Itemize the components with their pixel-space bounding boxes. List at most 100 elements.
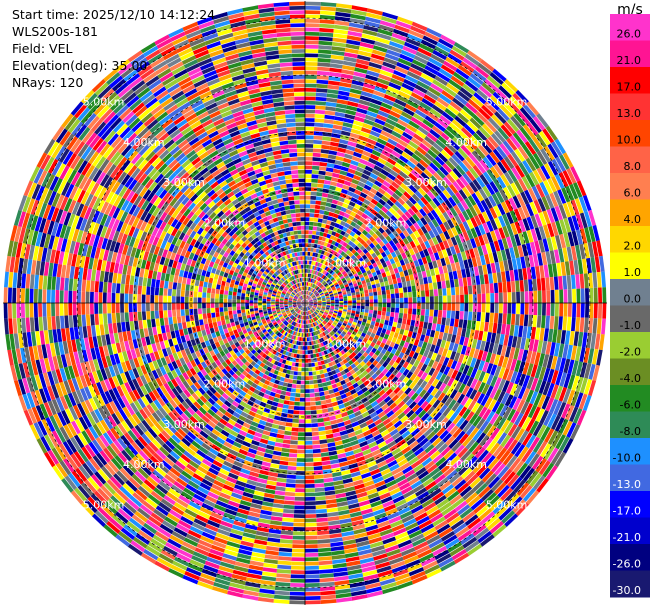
velocity-gate <box>337 311 342 315</box>
velocity-gate <box>402 361 410 369</box>
velocity-gate <box>305 299 307 303</box>
velocity-gate <box>440 132 452 143</box>
velocity-gate <box>317 306 322 309</box>
velocity-gate <box>381 286 386 291</box>
velocity-gate <box>329 225 335 231</box>
velocity-gate <box>315 509 327 514</box>
velocity-gate <box>498 313 503 324</box>
velocity-gate <box>592 241 599 258</box>
velocity-gate <box>385 235 392 243</box>
velocity-gate <box>291 384 297 389</box>
velocity-gate <box>530 326 537 340</box>
velocity-gate <box>432 197 441 207</box>
velocity-gate <box>309 292 312 296</box>
velocity-gate <box>462 57 478 70</box>
velocity-gate <box>309 303 313 305</box>
velocity-gate <box>483 171 493 184</box>
velocity-gate <box>352 217 359 224</box>
velocity-gate <box>372 313 377 319</box>
velocity-gate <box>310 278 313 283</box>
velocity-gate <box>374 250 381 256</box>
velocity-gate <box>503 292 508 303</box>
velocity-gate <box>322 288 327 292</box>
velocity-gate <box>402 245 409 253</box>
velocity-gate <box>407 313 412 320</box>
velocity-gate <box>497 203 506 216</box>
velocity-gate <box>320 259 325 264</box>
velocity-gate <box>316 281 320 286</box>
velocity-gate <box>271 459 280 465</box>
velocity-gate <box>537 290 542 303</box>
velocity-gate <box>521 388 530 401</box>
velocity-gate <box>305 301 309 303</box>
velocity-gate <box>353 273 359 278</box>
velocity-gate <box>334 16 351 22</box>
velocity-gate <box>463 285 469 295</box>
velocity-gate <box>409 224 417 233</box>
velocity-gate <box>326 279 331 283</box>
velocity-gate <box>343 309 347 312</box>
velocity-gate <box>350 211 357 218</box>
velocity-gate <box>399 297 404 303</box>
velocity-gate <box>475 404 484 416</box>
velocity-gate <box>507 335 514 347</box>
velocity-gate <box>330 459 339 465</box>
velocity-gate <box>381 315 386 320</box>
velocity-gate <box>340 220 346 227</box>
velocity-gate <box>315 496 326 501</box>
velocity-gate <box>576 409 587 426</box>
velocity-gate <box>408 291 413 298</box>
velocity-gate <box>290 366 295 371</box>
velocity-gate <box>577 331 584 347</box>
velocity-gate <box>486 75 501 89</box>
velocity-gate <box>307 297 311 300</box>
velocity-gate <box>429 296 434 303</box>
velocity-gate <box>462 241 469 251</box>
velocity-gate <box>517 206 526 220</box>
velocity-gate <box>309 213 315 218</box>
velocity-gate <box>472 179 482 191</box>
velocity-gate <box>528 314 533 327</box>
velocity-gate <box>337 291 342 295</box>
velocity-gate <box>331 217 338 223</box>
velocity-gate <box>402 368 410 377</box>
velocity-gate <box>322 469 332 474</box>
velocity-gate <box>478 360 485 371</box>
velocity-gate <box>415 314 421 322</box>
velocity-gate <box>332 261 338 267</box>
velocity-gate <box>312 306 317 309</box>
velocity-gate <box>357 338 363 344</box>
velocity-gate <box>413 367 421 376</box>
velocity-gate <box>438 93 452 105</box>
velocity-gate <box>296 380 301 385</box>
velocity-gate <box>562 388 572 404</box>
velocity-gate <box>423 321 428 329</box>
velocity-gate <box>449 279 455 288</box>
velocity-gate <box>305 578 320 583</box>
velocity-gate <box>294 397 300 402</box>
velocity-gate <box>317 58 331 63</box>
velocity-gate <box>327 442 336 448</box>
velocity-gate <box>569 406 579 423</box>
velocity-gate <box>462 221 470 232</box>
velocity-gate <box>305 354 308 359</box>
velocity-gate <box>334 242 340 247</box>
velocity-gate <box>320 594 337 600</box>
velocity-gate <box>442 163 452 174</box>
velocity-gate <box>316 75 329 80</box>
velocity-gate <box>432 282 438 290</box>
velocity-gate <box>430 329 436 338</box>
velocity-gate <box>325 284 329 288</box>
velocity-gate <box>554 174 565 189</box>
velocity-gate <box>417 187 427 197</box>
velocity-gate <box>273 599 290 604</box>
velocity-gate <box>427 276 433 284</box>
velocity-gate <box>506 408 516 422</box>
velocity-gate <box>545 251 552 265</box>
velocity-gate <box>312 448 321 454</box>
velocity-gate <box>502 313 507 325</box>
velocity-gate <box>317 272 321 277</box>
velocity-gate <box>321 408 329 414</box>
velocity-gate <box>555 371 563 386</box>
velocity-gate <box>328 80 340 86</box>
